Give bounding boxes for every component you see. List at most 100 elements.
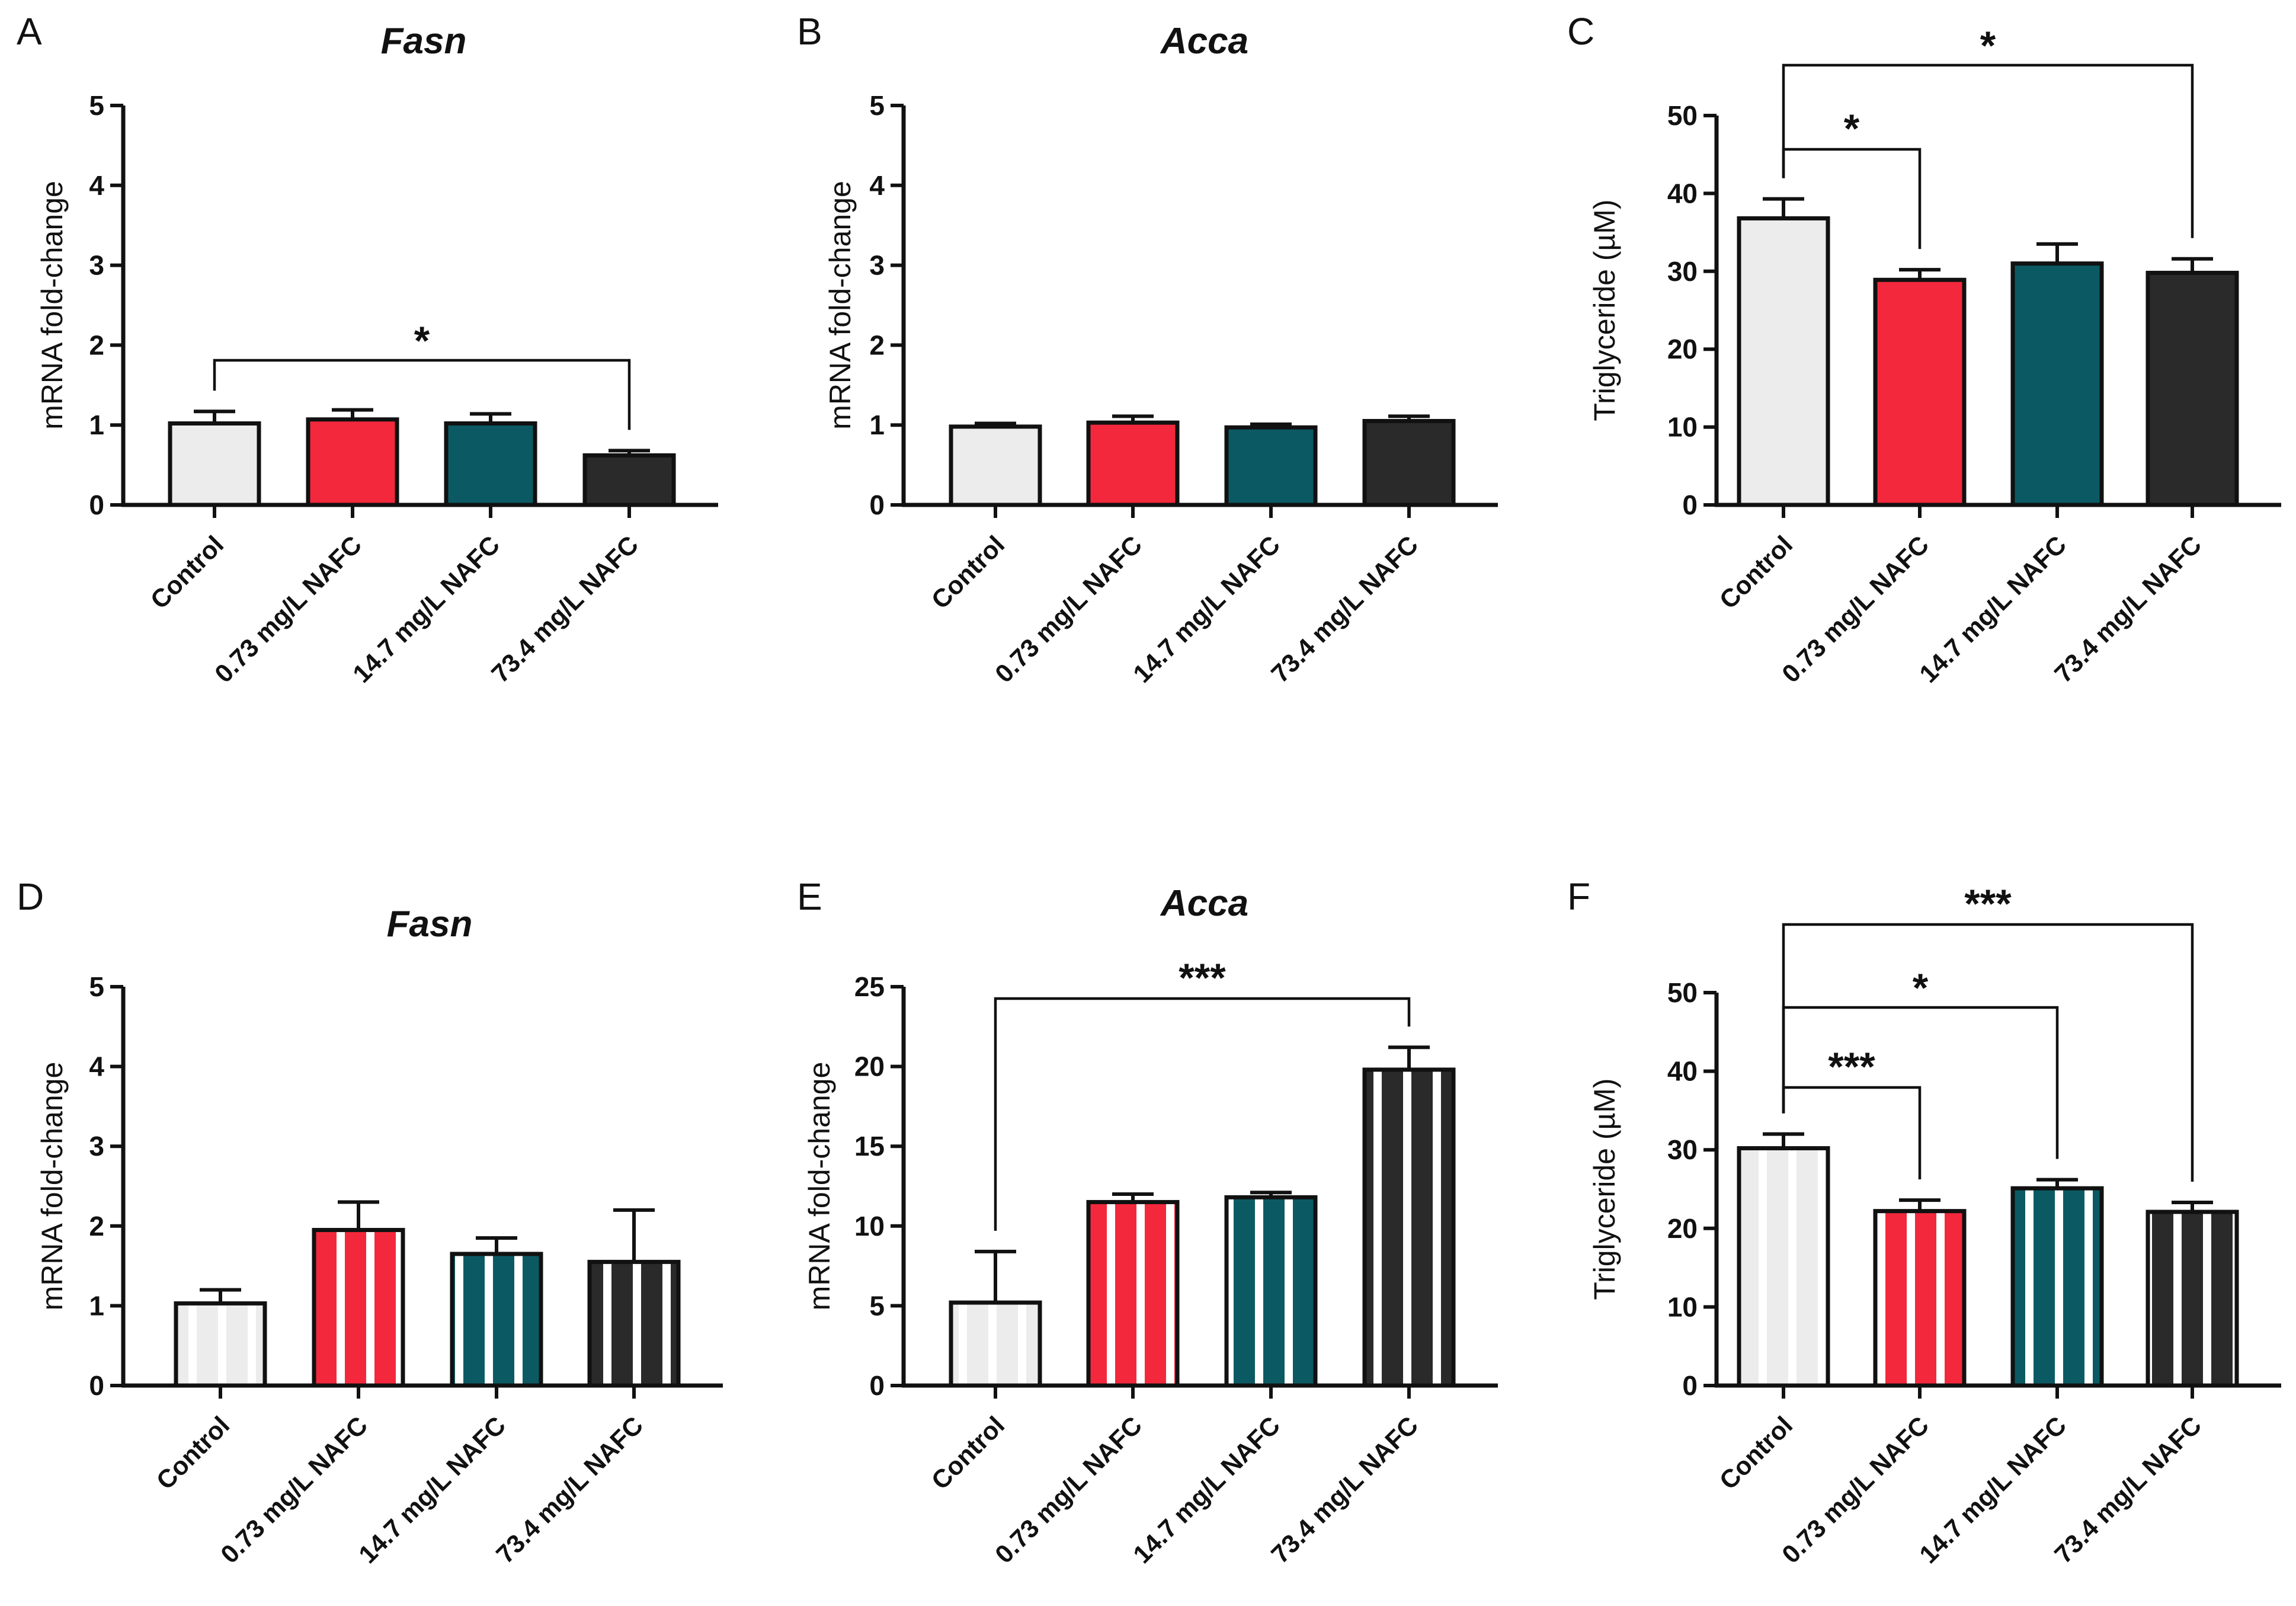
x-tick-label: 73.4 mg/L NAFC xyxy=(2050,1411,2208,1569)
x-tick-label: Control xyxy=(1714,530,1798,615)
x-tick-label: 0.73 mg/L NAFC xyxy=(990,530,1148,689)
panel-letter: F xyxy=(1567,875,1590,918)
y-tick-label: 1 xyxy=(869,410,885,440)
bar-0 xyxy=(949,424,1042,507)
y-tick-label: 5 xyxy=(89,971,104,1002)
significance-bracket xyxy=(1782,63,2194,238)
bar-3 xyxy=(587,1259,681,1388)
bar-1 xyxy=(1086,1199,1180,1388)
chart-title: Fasn xyxy=(381,21,467,62)
chart-title: Fasn xyxy=(387,904,473,945)
y-tick-label: 10 xyxy=(1667,412,1698,443)
y-axis-label: Triglyceride (µM) xyxy=(1588,1078,1621,1300)
significance-label: *** xyxy=(1828,1044,1875,1089)
bar-3 xyxy=(1362,418,1456,507)
y-tick-label: 20 xyxy=(1667,1213,1698,1244)
bar-3 xyxy=(2146,270,2239,507)
bar-3 xyxy=(582,453,676,507)
y-axis-label: mRNA fold-change xyxy=(824,181,857,430)
y-tick-label: 25 xyxy=(854,971,885,1002)
y-tick-label: 50 xyxy=(1667,100,1698,131)
significance-bracket xyxy=(213,359,631,430)
y-axis-label: mRNA fold-change xyxy=(36,1062,69,1311)
y-tick-label: 50 xyxy=(1667,977,1698,1008)
x-tick-label: 14.7 mg/L NAFC xyxy=(1128,530,1286,689)
panel-e: E Acca mRNA fold-change 0 5 10 15 20 25 Control0.… xyxy=(797,875,1498,1569)
y-tick-label: 5 xyxy=(869,1290,885,1321)
bar-0 xyxy=(1737,216,1830,507)
significance-label: * xyxy=(1844,106,1860,151)
significance-bracket xyxy=(994,997,1411,1231)
bar-0 xyxy=(174,1301,267,1388)
bar-1 xyxy=(1873,277,1967,507)
panel-letter: E xyxy=(797,875,822,918)
x-tick-label: Control xyxy=(151,1411,235,1495)
y-tick-label: 0 xyxy=(1682,490,1698,520)
y-tick-label: 0 xyxy=(869,490,885,520)
y-tick-label: 5 xyxy=(869,90,885,121)
y-tick-label: 0 xyxy=(1682,1370,1698,1401)
y-tick-label: 1 xyxy=(89,410,104,440)
x-tick-label: 0.73 mg/L NAFC xyxy=(216,1411,374,1569)
bar-1 xyxy=(306,417,399,507)
x-tick-label: 14.7 mg/L NAFC xyxy=(348,530,506,689)
y-tick-label: 3 xyxy=(869,250,885,281)
bar-1 xyxy=(312,1228,405,1388)
x-tick-label: 73.4 mg/L NAFC xyxy=(1266,1411,1424,1569)
x-tick-label: Control xyxy=(145,530,229,615)
bar-2 xyxy=(2010,1186,2104,1388)
y-tick-label: 20 xyxy=(854,1051,885,1082)
bar-0 xyxy=(949,1300,1042,1388)
y-tick-label: 40 xyxy=(1667,178,1698,209)
x-tick-label: 14.7 mg/L NAFC xyxy=(1914,1411,2073,1569)
panel-c: C Triglyceride (µM) 0 10 20 30 40 50 Control0.73… xyxy=(1567,10,2281,689)
x-tick-label: Control xyxy=(926,1411,1010,1495)
y-tick-label: 4 xyxy=(869,170,885,201)
y-tick-label: 10 xyxy=(1667,1291,1698,1322)
panel-letter: C xyxy=(1567,10,1594,53)
significance-label: *** xyxy=(1964,881,2012,926)
bar-1 xyxy=(1086,420,1180,507)
y-tick-label: 15 xyxy=(854,1131,885,1162)
panel-letter: D xyxy=(17,875,44,918)
y-tick-label: 4 xyxy=(89,170,104,201)
significance-label: * xyxy=(1913,965,1929,1010)
y-tick-label: 1 xyxy=(89,1290,104,1321)
x-tick-label: 14.7 mg/L NAFC xyxy=(1914,530,2073,689)
x-tick-label: 0.73 mg/L NAFC xyxy=(990,1411,1148,1569)
chart-title: Acca xyxy=(1160,883,1248,924)
panel-letter: B xyxy=(797,10,822,53)
bar-1 xyxy=(1873,1209,1967,1388)
x-tick-label: 73.4 mg/L NAFC xyxy=(1266,530,1424,689)
bar-2 xyxy=(1224,1195,1318,1388)
y-tick-label: 4 xyxy=(89,1051,104,1082)
significance-bracket xyxy=(1782,923,2194,1182)
x-tick-label: 0.73 mg/L NAFC xyxy=(1777,1411,1935,1569)
significance-label: * xyxy=(414,318,430,363)
bar-0 xyxy=(1737,1146,1830,1388)
y-tick-label: 0 xyxy=(89,1370,104,1401)
y-tick-label: 2 xyxy=(89,329,104,360)
y-axis-label: mRNA fold-change xyxy=(803,1062,836,1311)
x-tick-label: 73.4 mg/L NAFC xyxy=(2050,530,2208,689)
x-tick-label: 73.4 mg/L NAFC xyxy=(486,530,645,689)
y-tick-label: 0 xyxy=(89,490,104,520)
y-axis-label: mRNA fold-change xyxy=(36,181,69,430)
y-tick-label: 2 xyxy=(89,1211,104,1242)
bar-2 xyxy=(1224,425,1318,507)
chart-title: Acca xyxy=(1160,21,1248,62)
bar-2 xyxy=(450,1252,543,1388)
panel-f: F Triglyceride (µM) 0 10 20 30 40 50 Control0.73… xyxy=(1567,875,2281,1569)
y-tick-label: 10 xyxy=(854,1211,885,1242)
x-tick-label: 14.7 mg/L NAFC xyxy=(1128,1411,1286,1569)
x-tick-label: 0.73 mg/L NAFC xyxy=(1777,530,1935,689)
bar-2 xyxy=(444,421,537,507)
y-tick-label: 40 xyxy=(1667,1056,1698,1087)
y-tick-label: 3 xyxy=(89,250,104,281)
x-tick-label: Control xyxy=(1714,1411,1798,1495)
y-tick-label: 0 xyxy=(869,1370,885,1401)
y-tick-label: 20 xyxy=(1667,334,1698,364)
